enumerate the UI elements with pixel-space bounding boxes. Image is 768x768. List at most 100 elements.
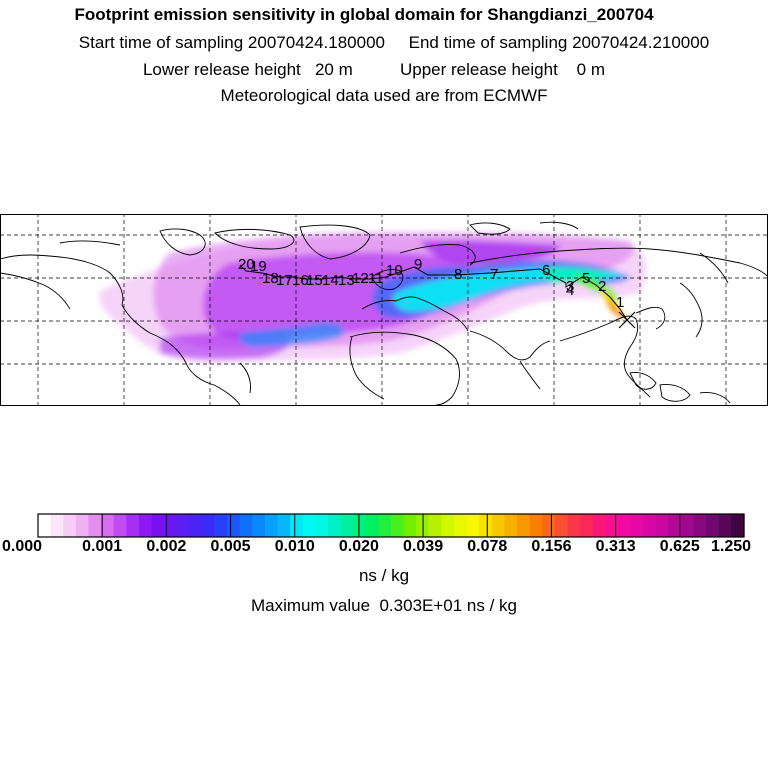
colorbar-cell: [428, 514, 443, 537]
colorbar-cell: [315, 514, 329, 537]
colorbar-cell: [567, 514, 581, 537]
trajectory-label-3: 3: [566, 278, 574, 295]
colorbar-cell: [542, 514, 556, 537]
trajectory-label-12: 12: [352, 270, 369, 287]
trajectory-label-18: 18: [262, 270, 279, 287]
colorbar-tick-label: 0.156: [531, 538, 572, 555]
coastlines: [0, 221, 767, 405]
colorbar-frame: [37, 513, 745, 538]
trajectory-label-9: 9: [414, 256, 422, 273]
colorbar-cells: [38, 514, 745, 537]
colorbar-cell: [378, 514, 392, 537]
colorbar-cell: [252, 514, 266, 537]
colorbar-tick-label: 0.039: [403, 538, 444, 555]
colorbar-cell: [680, 514, 695, 537]
colorbar-cell: [403, 514, 417, 537]
trajectory-label-16: 16: [292, 272, 309, 289]
colorbar-cell: [38, 514, 52, 537]
colorbar-cell: [454, 514, 468, 537]
colorbar-cell: [491, 514, 506, 537]
colorbar-cell: [365, 514, 379, 537]
trajectory-label-4: 4: [566, 282, 574, 299]
colorbar-tick-label: 0.001: [82, 538, 123, 555]
colorbar-cell: [113, 514, 127, 537]
colorbar-cell: [239, 514, 253, 537]
colorbar-cell: [605, 514, 619, 537]
colorbar: [37, 513, 745, 538]
colorbar-cell: [138, 514, 153, 537]
station-marker: [618, 311, 636, 329]
trajectory-label-6: 6: [542, 262, 550, 279]
colorbar-cell: [88, 514, 102, 537]
colorbar-cell: [151, 514, 165, 537]
colorbar-cell: [302, 514, 316, 537]
trajectory-label-11: 11: [368, 270, 384, 287]
sampling-time-line: Start time of sampling 20070424.180000 E…: [78, 33, 710, 52]
colorbar-cell: [176, 514, 190, 537]
colorbar-cell: [706, 514, 720, 537]
colorbar-cell: [643, 514, 657, 537]
colorbar-cell: [189, 514, 203, 537]
trajectory-label-15: 15: [306, 272, 323, 289]
colorbar-cell: [201, 514, 216, 537]
colorbar-cell: [466, 514, 480, 537]
colorbar-cell: [227, 514, 241, 537]
colorbar-units: ns / kg: [358, 566, 410, 585]
trajectory-label-7: 7: [490, 266, 498, 283]
colorbar-cell: [592, 514, 606, 537]
trajectory-label-20: 20: [238, 256, 255, 273]
trajectory-label-5: 5: [582, 270, 590, 287]
lat-lon-grid: [0, 214, 767, 405]
colorbar-cell: [617, 514, 632, 537]
colorbar-cell: [554, 514, 569, 537]
colorbar-dividers: [101, 514, 681, 537]
colorbar-cell: [693, 514, 707, 537]
colorbar-cell: [580, 514, 594, 537]
met-data-line: Meteorological data used are from ECMWF: [220, 86, 548, 105]
colorbar-cell: [290, 514, 304, 537]
trajectory-path: [239, 264, 628, 321]
colorbar-cell: [75, 514, 90, 537]
colorbar-tick-label: 0.010: [274, 538, 315, 555]
trajectory-label-14: 14: [322, 272, 339, 289]
plot-title: Footprint emission sensitivity in global…: [74, 5, 654, 24]
colorbar-cell: [277, 514, 291, 537]
trajectory-label-13: 13: [338, 272, 355, 289]
colorbar-cell: [340, 514, 354, 537]
colorbar-cell: [353, 514, 367, 537]
colorbar-cell: [668, 514, 682, 537]
colorbar-cell: [214, 514, 228, 537]
colorbar-cell: [630, 514, 644, 537]
colorbar-cell: [718, 514, 732, 537]
colorbar-tick-label: 0.078: [467, 538, 508, 555]
sensitivity-field: [99, 232, 646, 364]
colorbar-cell: [479, 514, 493, 537]
colorbar-tick-label: 0.020: [338, 538, 379, 555]
colorbar-cell: [517, 514, 531, 537]
colorbar-cell: [126, 514, 140, 537]
trajectory-label-8: 8: [454, 266, 462, 283]
colorbar-cell: [50, 514, 64, 537]
colorbar-tick-label: 0.313: [595, 538, 636, 555]
colorbar-cell: [327, 514, 342, 537]
colorbar-tick-label: 0.625: [659, 538, 700, 555]
colorbar-cell: [63, 514, 77, 537]
colorbar-tick-label: 0.000: [1, 538, 43, 555]
colorbar-cell: [529, 514, 543, 537]
colorbar-tick-label: 1.250: [710, 538, 752, 555]
maximum-value-text: Maximum value 0.303E+01 ns / kg: [251, 596, 517, 615]
colorbar-tick-label: 0.002: [146, 538, 187, 555]
colorbar-cell: [731, 514, 745, 537]
colorbar-cell: [391, 514, 405, 537]
trajectory-label-1: 1: [616, 294, 624, 311]
colorbar-cell: [101, 514, 115, 537]
trajectory-label-2: 2: [598, 278, 606, 295]
colorbar-cell: [264, 514, 279, 537]
colorbar-cell: [441, 514, 455, 537]
colorbar-tick-label: 0.005: [210, 538, 251, 555]
release-height-line: Lower release height 20 m Upper release …: [142, 60, 606, 79]
colorbar-cell: [164, 514, 178, 537]
colorbar-cell: [655, 514, 669, 537]
